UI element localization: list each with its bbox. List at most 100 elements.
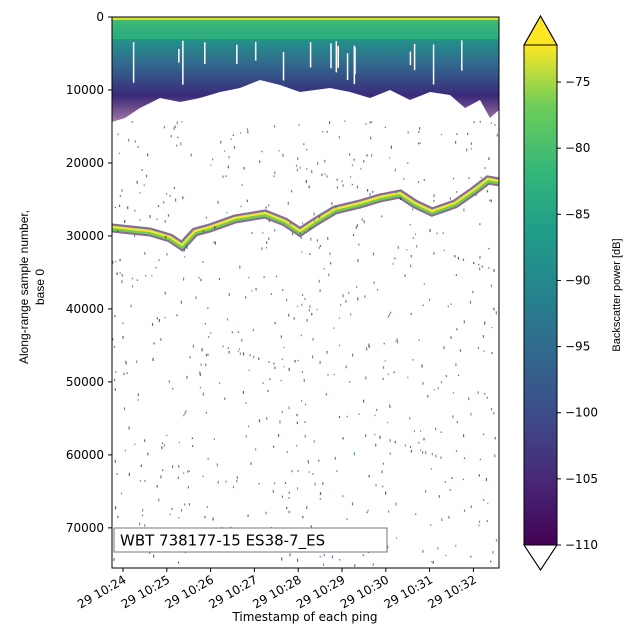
speckle — [185, 410, 187, 413]
speckle — [240, 205, 242, 208]
speckle — [115, 260, 117, 263]
speckle — [239, 352, 241, 355]
speckle — [368, 474, 370, 478]
speckle — [430, 468, 432, 470]
speckle — [277, 433, 280, 437]
speckle — [166, 253, 168, 256]
speckle — [169, 194, 171, 197]
speckle — [371, 154, 373, 157]
speckle — [123, 407, 126, 411]
speckle — [133, 235, 136, 238]
speckle — [409, 417, 411, 420]
speckle — [245, 435, 247, 438]
speckle — [492, 550, 494, 554]
speckle — [217, 200, 219, 204]
speckle — [121, 279, 123, 284]
speckle — [360, 168, 362, 170]
speckle — [490, 284, 493, 288]
speckle — [454, 255, 456, 258]
speckle — [176, 314, 178, 317]
speckle — [118, 204, 121, 207]
speckle — [491, 326, 493, 329]
speckle — [268, 204, 270, 207]
speckle — [300, 400, 303, 402]
speckle — [346, 518, 348, 520]
speckle — [422, 549, 424, 553]
speckle — [274, 171, 276, 174]
speckle — [246, 199, 248, 203]
speckle — [225, 175, 227, 177]
speckle — [327, 374, 329, 376]
speckle — [136, 360, 138, 364]
speckle — [388, 510, 390, 513]
speckle — [246, 128, 248, 130]
speckle — [228, 293, 230, 297]
speckle — [466, 132, 469, 135]
speckle — [351, 164, 353, 166]
speckle — [118, 152, 121, 154]
speckle — [351, 183, 353, 186]
speckle — [274, 229, 276, 232]
speckle — [369, 121, 371, 124]
speckle — [228, 155, 230, 159]
speckle — [265, 206, 267, 209]
speckle — [316, 239, 319, 242]
speckle — [455, 274, 457, 277]
speckle — [395, 502, 397, 506]
speckle — [382, 366, 385, 369]
speckle — [338, 416, 341, 419]
speckle — [407, 162, 409, 164]
speckle — [438, 495, 440, 498]
speckle — [389, 404, 391, 407]
speckle — [495, 539, 498, 542]
speckle — [296, 168, 299, 172]
speckle — [269, 378, 271, 381]
speckle — [151, 274, 153, 277]
speckle — [388, 157, 391, 159]
speckle — [383, 342, 385, 345]
speckle — [114, 314, 116, 318]
speckle — [143, 184, 145, 186]
speckle — [187, 485, 189, 489]
speckle — [299, 232, 301, 235]
speckle — [214, 226, 216, 229]
speckle — [279, 420, 281, 424]
speckle — [284, 481, 286, 484]
speckle — [358, 413, 360, 415]
y-tick-label: 70000 — [66, 521, 104, 535]
speckle — [348, 292, 350, 294]
speckle — [365, 434, 367, 438]
speckle — [144, 252, 146, 255]
speckle — [389, 406, 391, 409]
x-tick-label: 29 10:26 — [163, 572, 216, 611]
speckle — [382, 485, 384, 488]
speckle — [117, 515, 119, 518]
speckle — [121, 274, 123, 277]
x-tick-label: 29 10:25 — [119, 572, 172, 611]
speckle — [493, 268, 495, 273]
speckle — [157, 205, 160, 207]
speckle — [319, 360, 321, 365]
speckle — [212, 158, 214, 161]
speckle — [475, 194, 477, 196]
y-tick-label: 30000 — [66, 229, 104, 243]
speckle — [301, 303, 303, 306]
speckle — [152, 357, 154, 361]
speckle — [404, 444, 406, 447]
speckle — [479, 223, 481, 226]
speckle — [434, 427, 437, 431]
speckle — [470, 412, 472, 416]
speckle — [389, 439, 391, 442]
speckle — [158, 319, 160, 323]
speckle — [299, 166, 301, 169]
speckle — [187, 470, 189, 473]
speckle — [366, 154, 368, 157]
speckle — [350, 313, 352, 316]
speckle — [452, 177, 455, 180]
speckle — [382, 462, 384, 465]
speckle — [119, 272, 121, 274]
speckle — [305, 179, 307, 183]
speckle — [335, 205, 337, 209]
speckle — [174, 125, 176, 129]
